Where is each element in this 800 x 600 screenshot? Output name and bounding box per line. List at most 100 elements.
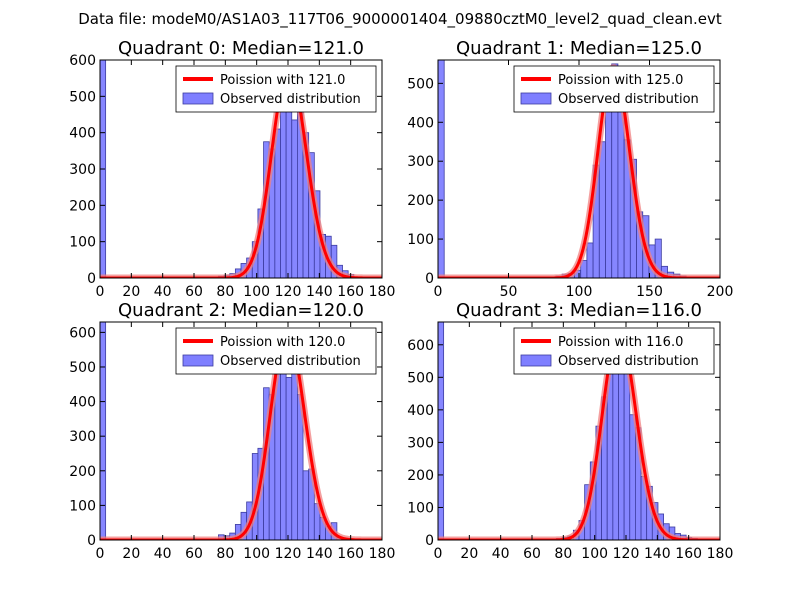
legend: Poission with 120.0 Observed distribution	[175, 327, 377, 375]
x-tick-label: 160	[337, 546, 364, 562]
x-tick-label: 100	[243, 546, 270, 562]
y-tick-label: 500	[407, 76, 434, 92]
y-tick-label: 400	[407, 115, 434, 131]
histogram-bar	[274, 128, 281, 278]
x-tick-label: 150	[636, 284, 663, 300]
histogram-bar	[302, 470, 310, 540]
panel-title: Quadrant 3: Median=116.0	[456, 300, 702, 321]
y-tick-label: 400	[69, 395, 96, 411]
poisson-curve	[438, 330, 720, 540]
x-tick-label: 120	[275, 546, 302, 562]
x-tick-label: 50	[500, 284, 518, 300]
y-tick-label: 100	[407, 232, 434, 248]
legend-label-observed: Observed distribution	[558, 92, 699, 107]
x-tick-label: 100	[243, 284, 270, 300]
poisson-curve	[100, 330, 382, 540]
legend-label-poisson: Poission with 116.0	[558, 335, 683, 350]
histogram-bar	[618, 357, 625, 540]
x-tick-label: 20	[460, 546, 478, 562]
x-tick-label: 80	[216, 284, 234, 300]
x-tick-label: 100	[566, 284, 593, 300]
x-tick-label: 180	[369, 546, 396, 562]
y-tick-label: 100	[69, 235, 96, 251]
x-tick-label: 40	[154, 546, 172, 562]
legend-bar-swatch	[182, 354, 214, 367]
histogram-bar	[623, 370, 631, 540]
panel-title: Quadrant 0: Median=121.0	[118, 38, 364, 59]
panel-quadrant-0: 0 20 40 60 80 100 120 140 160 180 0 100 200 300 400 500…	[69, 38, 395, 300]
x-tick-label: 180	[369, 284, 396, 300]
x-tick-label: 200	[707, 284, 734, 300]
legend-label-observed: Observed distribution	[558, 354, 699, 369]
y-tick-label: 200	[69, 464, 96, 480]
histogram-bar	[629, 414, 636, 540]
x-tick-label: 80	[216, 546, 234, 562]
legend-bar-swatch	[182, 92, 214, 105]
x-tick-label: 180	[707, 546, 734, 562]
panel-quadrant-3: 0 20 40 60 80 100 120 140 160 180 0 100 200 300 400 500…	[407, 300, 733, 562]
x-tick-label: 100	[581, 546, 608, 562]
panel-quadrant-1: 0 50 100 150 200 0 100 200 300 400 500 Quadrant 1: …	[407, 38, 733, 300]
histogram-bar	[280, 95, 287, 278]
legend-label-observed: Observed distribution	[220, 354, 361, 369]
y-tick-label: 200	[69, 198, 96, 214]
x-tick-label: 40	[154, 284, 172, 300]
legend: Poission with 116.0 Observed distribution	[513, 327, 715, 375]
y-tick-label: 300	[407, 154, 434, 170]
axes-frame	[437, 321, 721, 541]
legend-bar-swatch	[520, 92, 552, 105]
y-tick-label: 300	[69, 162, 96, 178]
x-tick-label: 0	[96, 284, 105, 300]
legend-bar-swatch	[520, 354, 552, 367]
y-tick-label: 500	[407, 370, 434, 386]
legend-label-poisson: Poission with 125.0	[558, 73, 683, 88]
x-tick-label: 140	[306, 284, 333, 300]
x-tick-label: 20	[122, 546, 140, 562]
figure-suptitle: Data file: modeM0/AS1A03_117T06_90000014…	[78, 10, 722, 29]
y-tick-label: 600	[69, 325, 96, 341]
y-tick-label: 0	[425, 533, 434, 549]
y-tick-label: 300	[69, 429, 96, 445]
y-tick-label: 200	[407, 468, 434, 484]
y-tick-label: 100	[407, 500, 434, 516]
x-tick-label: 140	[306, 546, 333, 562]
legend: Poission with 121.0 Observed distribution	[175, 65, 377, 113]
histogram-bar	[285, 376, 293, 540]
panel-quadrant-2: 0 20 40 60 80 100 120 140 160 180 0 100 200 300 400 500…	[69, 300, 395, 562]
histogram-bar	[291, 366, 298, 540]
y-tick-label: 0	[425, 271, 434, 287]
y-tick-label: 400	[69, 126, 96, 142]
legend-label-poisson: Poission with 120.0	[220, 335, 345, 350]
y-tick-label: 600	[407, 338, 434, 354]
histogram-bar	[438, 322, 445, 540]
legend-label-poisson: Poission with 121.0	[220, 73, 345, 88]
x-tick-label: 60	[185, 546, 203, 562]
y-tick-label: 600	[69, 53, 96, 69]
x-tick-label: 120	[613, 546, 640, 562]
x-tick-label: 0	[434, 546, 443, 562]
y-tick-label: 500	[69, 89, 96, 105]
histogram-bar	[291, 119, 298, 278]
y-tick-label: 400	[407, 403, 434, 419]
plot-area	[100, 60, 382, 278]
panel-title: Quadrant 2: Median=120.0	[118, 300, 364, 321]
y-tick-label: 500	[69, 360, 96, 376]
y-tick-label: 0	[87, 271, 96, 287]
legend-label-observed: Observed distribution	[220, 92, 361, 107]
panel-title: Quadrant 1: Median=125.0	[456, 38, 702, 59]
x-tick-label: 40	[492, 546, 510, 562]
histogram-bar	[598, 141, 606, 278]
histogram-bar	[100, 322, 107, 540]
x-tick-label: 160	[675, 546, 702, 562]
histogram-bar	[617, 106, 625, 278]
histogram-bar	[438, 60, 445, 278]
legend: Poission with 125.0 Observed distribution	[513, 65, 715, 113]
y-tick-label: 200	[407, 193, 434, 209]
x-tick-label: 0	[96, 546, 105, 562]
y-tick-label: 0	[87, 533, 96, 549]
x-tick-label: 60	[523, 546, 541, 562]
y-tick-label: 100	[69, 498, 96, 514]
plot-area	[438, 322, 720, 540]
x-tick-label: 120	[275, 284, 302, 300]
